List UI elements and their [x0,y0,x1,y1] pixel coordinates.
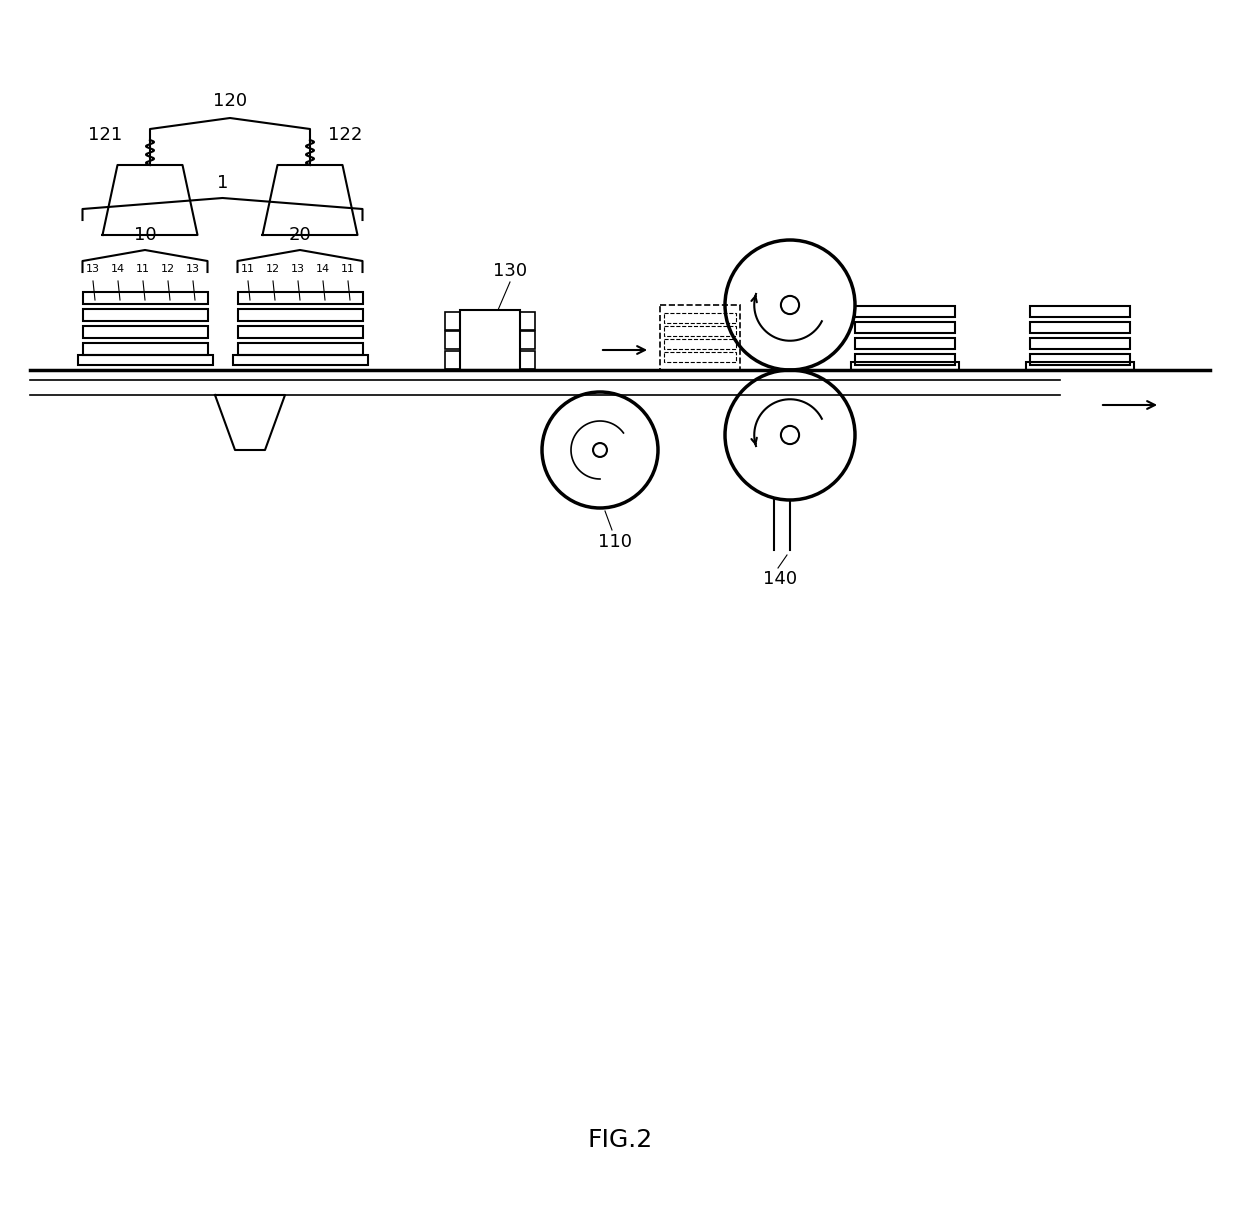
Bar [520,311,534,330]
Text: 11: 11 [136,264,150,274]
Text: FIG.2: FIG.2 [588,1128,652,1153]
Bar [1025,362,1135,370]
Bar [1030,322,1130,333]
Bar [83,343,207,355]
Bar [445,311,460,330]
Bar [1030,338,1130,349]
Text: 10: 10 [134,226,156,244]
Text: 122: 122 [327,125,362,144]
Bar [445,351,460,369]
Bar [78,355,212,365]
Bar [520,331,534,349]
Bar [460,310,520,370]
Bar [233,355,367,365]
Bar [1030,354,1130,365]
Bar [83,326,207,338]
Text: 11: 11 [341,264,355,274]
Text: 120: 120 [213,92,247,109]
Bar [445,331,460,349]
Text: 121: 121 [88,125,122,144]
Bar [856,306,955,317]
Text: 11: 11 [241,264,255,274]
Bar [663,326,737,336]
Text: 1: 1 [217,173,228,192]
Bar [238,343,362,355]
Bar [663,312,737,323]
Text: 14: 14 [110,264,125,274]
Bar [238,292,362,304]
Text: 20: 20 [289,226,311,244]
Text: 13: 13 [86,264,100,274]
Text: 130: 130 [494,262,527,280]
Text: 110: 110 [598,533,632,551]
Text: 13: 13 [186,264,200,274]
Text: 12: 12 [265,264,280,274]
Bar [856,354,955,365]
Bar [238,326,362,338]
Bar [83,309,207,321]
Bar [663,352,737,362]
Bar [856,338,955,349]
Bar [83,292,207,304]
Bar [238,309,362,321]
Text: 140: 140 [763,569,797,588]
Text: 12: 12 [161,264,175,274]
Bar [856,322,955,333]
Text: 13: 13 [291,264,305,274]
Bar [1030,306,1130,317]
Bar [851,362,959,370]
Text: 14: 14 [316,264,330,274]
Bar [660,305,740,370]
Bar [663,339,737,349]
Bar [520,351,534,369]
